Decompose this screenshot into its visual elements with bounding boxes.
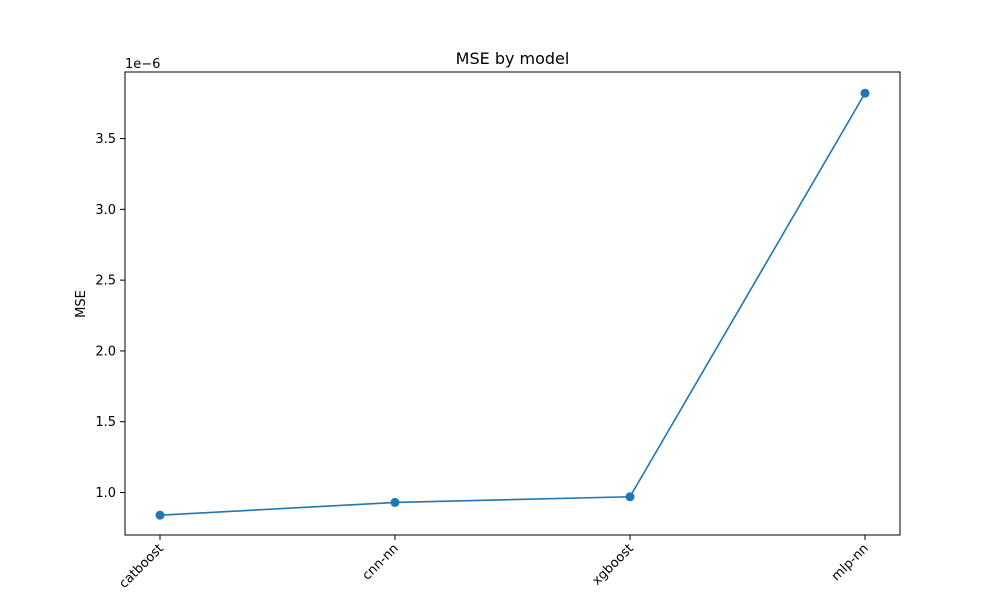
data-point	[390, 497, 400, 507]
y-tick-label: 1.0	[95, 486, 116, 501]
data-point	[860, 88, 870, 98]
y-axis-offset-label: 1e−6	[125, 57, 160, 72]
y-tick-label: 3.5	[95, 132, 116, 147]
y-tick-label: 2.5	[95, 274, 116, 289]
series-line	[159, 92, 866, 516]
y-tick-label: 3.0	[95, 203, 116, 218]
y-axis-label: MSE	[74, 290, 89, 318]
plot-frame	[124, 71, 901, 536]
y-tick-label: 1.5	[95, 415, 116, 430]
data-point	[625, 492, 635, 502]
y-tick-label: 2.0	[95, 344, 116, 359]
data-point	[155, 510, 165, 520]
chart-title: MSE by model	[456, 49, 570, 68]
